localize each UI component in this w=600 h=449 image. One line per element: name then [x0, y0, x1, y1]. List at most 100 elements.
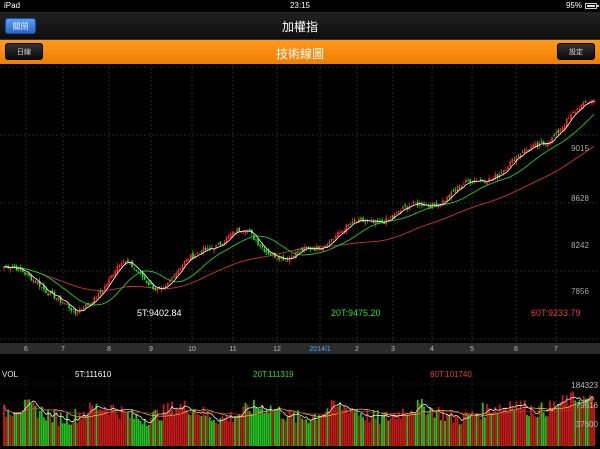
candle-body — [515, 156, 518, 163]
candle-body — [286, 259, 289, 261]
candle-body — [412, 201, 415, 204]
volume-bar — [374, 418, 377, 446]
volume-bar — [435, 410, 438, 446]
candle-body — [299, 249, 301, 251]
volume-bar — [500, 410, 503, 446]
volume-bar — [55, 411, 58, 446]
candle-body — [215, 245, 217, 249]
volume-bar — [183, 400, 186, 446]
close-button[interactable]: 關閉 — [5, 18, 36, 34]
price-axis-label: 8242 — [571, 241, 589, 250]
volume-bar — [93, 408, 96, 446]
volume-bar — [360, 412, 362, 446]
volume-bar — [295, 422, 297, 446]
candle-body — [272, 253, 274, 255]
price-axis-label: 7856 — [571, 287, 589, 296]
candle-body — [362, 217, 364, 222]
volume-bar — [297, 410, 299, 446]
candle-body — [234, 232, 236, 234]
candle-body — [517, 155, 520, 157]
candle-body — [45, 289, 47, 294]
volume-bar — [578, 400, 581, 446]
candle-body — [444, 201, 446, 203]
volume-bar — [351, 408, 354, 446]
candle-body — [419, 202, 421, 207]
candle-body — [559, 130, 562, 132]
candle-body — [9, 267, 12, 270]
candle-body — [206, 247, 209, 250]
x-axis-label: 10 — [188, 346, 196, 353]
candle-body — [135, 270, 138, 271]
volume-bar — [133, 418, 136, 446]
volume-bar — [452, 422, 455, 446]
candle-body — [486, 182, 488, 185]
volume-bar — [288, 409, 291, 446]
candle-body — [568, 117, 570, 119]
candle-body — [381, 219, 383, 223]
volume-bar — [177, 409, 180, 446]
candle-body — [551, 136, 553, 143]
volume-bar — [36, 417, 39, 446]
volume-bar — [53, 409, 56, 446]
candle-body — [450, 191, 453, 199]
volume-bar — [505, 407, 507, 446]
candle-body — [318, 246, 320, 250]
volume-bar — [185, 410, 188, 446]
candle-body — [93, 296, 96, 304]
clock: 23:15 — [289, 1, 311, 10]
vol-ma5-label: 5T:111610 — [75, 370, 112, 379]
candle-body — [146, 281, 148, 283]
candle-body — [469, 179, 471, 183]
technical-chart[interactable]: 9015 8628 8242 7856 5T:9402.84 20T:9475.… — [0, 64, 600, 449]
volume-bar — [263, 413, 266, 446]
volume-bar — [572, 391, 574, 446]
volume-bar — [484, 417, 486, 446]
volume-bar — [387, 420, 390, 446]
candle-body — [521, 152, 524, 153]
candle-body — [488, 178, 490, 183]
volume-axis-label: 79616 — [576, 401, 599, 410]
candle-body — [133, 268, 135, 270]
candle-body — [406, 207, 408, 209]
volume-bar — [347, 413, 350, 446]
volume-bar — [498, 404, 501, 446]
volume-bar — [423, 406, 425, 446]
candle-body — [198, 252, 201, 254]
volume-bar — [43, 417, 45, 446]
candle-body — [383, 222, 385, 224]
x-axis-label: 7 — [554, 346, 558, 353]
volume-bar — [442, 410, 444, 446]
volume-bar — [576, 403, 579, 446]
volume-bar — [204, 415, 207, 446]
volume-bar — [589, 395, 591, 446]
volume-bar — [158, 420, 161, 446]
candle-body — [330, 239, 333, 241]
candle-body — [442, 200, 444, 206]
volume-bar — [85, 414, 87, 446]
period-button[interactable]: 日線 — [5, 43, 43, 60]
volume-bar — [173, 415, 175, 446]
candle-body — [22, 269, 24, 273]
volume-bar — [255, 407, 257, 446]
candle-body — [114, 271, 117, 277]
volume-bar — [515, 401, 518, 446]
vol-ma60-label: 60T:101740 — [430, 370, 472, 379]
settings-button[interactable]: 設定 — [557, 43, 595, 60]
candle-body — [519, 153, 522, 158]
candle-body — [213, 249, 215, 251]
volume-bar — [389, 418, 392, 446]
candle-body — [74, 308, 77, 314]
volume-bar — [381, 414, 383, 446]
candle-body — [80, 309, 83, 310]
volume-bar — [339, 402, 341, 446]
volume-bar — [337, 405, 339, 446]
volume-bar — [95, 403, 98, 446]
candle-body — [267, 251, 270, 255]
volume-bar — [259, 408, 262, 446]
candle-body — [498, 174, 501, 178]
volume-bar — [127, 411, 129, 446]
volume-bar — [267, 413, 270, 446]
volume-bar — [234, 417, 236, 446]
volume-bar — [150, 418, 152, 446]
volume-bar — [257, 408, 259, 446]
